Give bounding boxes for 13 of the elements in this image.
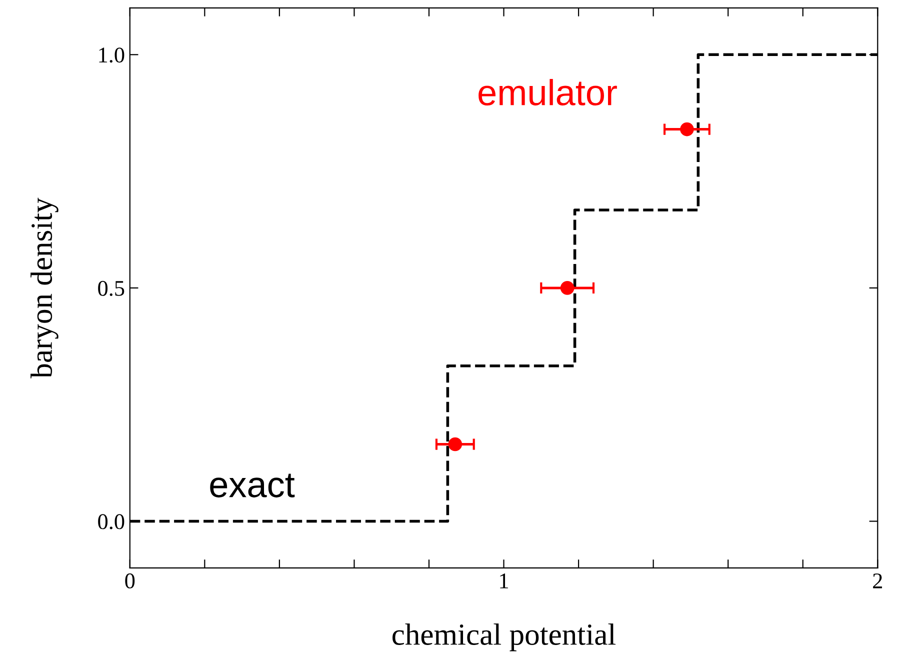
series-label: exact <box>210 474 295 498</box>
x-tick-label: 2 <box>873 573 882 588</box>
series-label: emulator <box>478 78 617 106</box>
point <box>560 281 574 295</box>
x-axis-title: chemical potential <box>392 623 616 652</box>
y-tick-label: 1.0 <box>99 48 124 63</box>
y-tick-label: 0.5 <box>98 280 124 296</box>
y-tick-label: 0.0 <box>98 514 124 530</box>
x-tick-label: 0 <box>125 573 135 588</box>
y-axis-title: baryon density <box>30 198 58 378</box>
point <box>448 437 462 452</box>
point <box>680 122 694 136</box>
x-tick-label: 1 <box>500 574 508 588</box>
